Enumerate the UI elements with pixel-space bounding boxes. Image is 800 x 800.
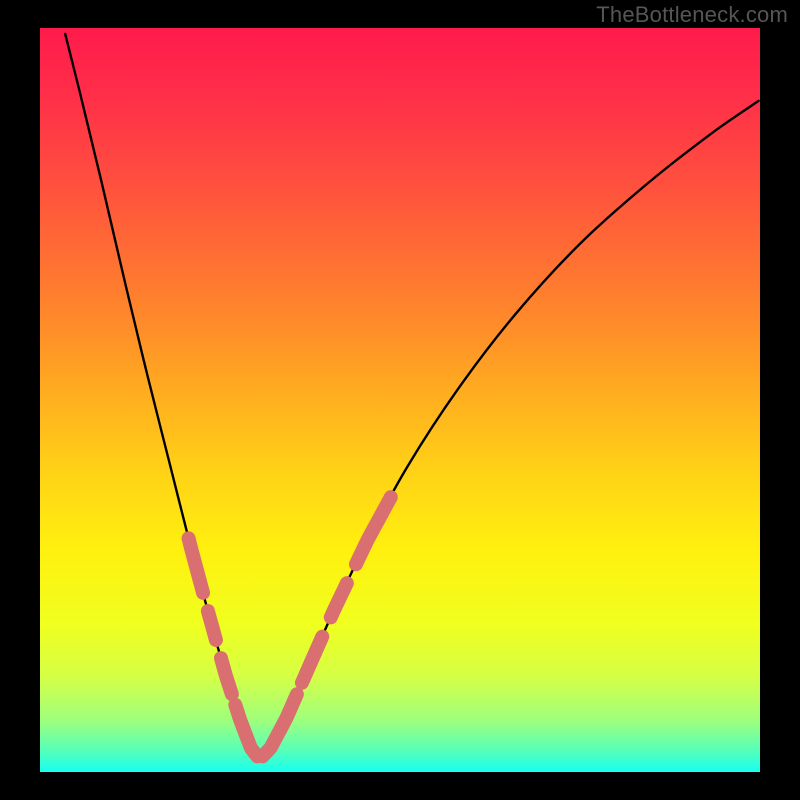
marker-segment (208, 611, 216, 640)
watermark-text: TheBottleneck.com (596, 2, 788, 28)
bottleneck-chart (0, 0, 800, 800)
plot-background (40, 28, 760, 772)
chart-canvas: TheBottleneck.com (0, 0, 800, 800)
